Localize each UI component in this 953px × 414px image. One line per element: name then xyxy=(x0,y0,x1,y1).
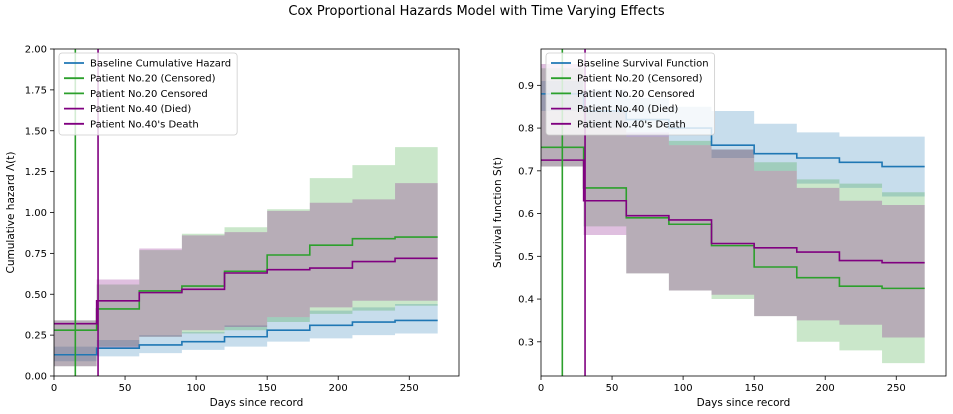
x-tick-label: 100 xyxy=(187,383,206,394)
legend-label-patient-no-20-censored: Patient No.20 Censored xyxy=(90,89,208,100)
x-tick-label: 0 xyxy=(51,383,57,394)
x-tick-label: 250 xyxy=(887,383,906,394)
x-axis-label: Days since record xyxy=(697,397,791,409)
y-tick-label: 0.4 xyxy=(518,295,534,306)
legend: Baseline Cumulative Hazard Patient No.20 … xyxy=(58,52,238,136)
y-axis-label: Survival function S(t) xyxy=(492,157,504,268)
figure-title: Cox Proportional Hazards Model with Time… xyxy=(288,4,665,19)
y-tick-label: 1.00 xyxy=(25,208,47,219)
y-tick-label: 1.75 xyxy=(25,85,47,96)
y-tick-label: 0.6 xyxy=(518,209,534,220)
y-tick-label: 0.5 xyxy=(518,252,534,263)
legend-box xyxy=(58,52,238,136)
ci-band-patient-no-20-censored xyxy=(541,68,925,368)
legend-label-patient-no-40-s-death: Patient No.40's Death xyxy=(577,119,686,130)
y-tick-label: 2.00 xyxy=(25,45,47,56)
legend-label-patient-no-20-censored: Patient No.20 Censored xyxy=(577,89,695,100)
legend-label-patient-no-40-died: Patient No.40 (Died) xyxy=(577,104,678,115)
axes-frame xyxy=(540,48,947,377)
x-tick-label: 50 xyxy=(606,383,619,394)
y-tick-label: 0.00 xyxy=(25,372,47,383)
ci-band-patient-no-20-censored xyxy=(54,140,438,367)
legend: Baseline Survival Function Patient No.20 … xyxy=(545,52,716,136)
series-line-baseline-cumulative-hazard xyxy=(54,319,438,356)
x-tick-label: 150 xyxy=(745,383,764,394)
series-line-patient-no-20-censored xyxy=(54,236,438,332)
series-line-patient-no-40-died xyxy=(541,159,925,264)
x-tick-label: 100 xyxy=(674,383,693,394)
y-tick-label: 0.25 xyxy=(25,331,47,342)
plot-area xyxy=(54,49,438,376)
y-tick-label: 0.9 xyxy=(518,81,534,92)
y-axis-label: Cumulative hazard Λ(t) xyxy=(5,152,17,274)
y-tick-label: 0.3 xyxy=(518,337,534,348)
legend-label-patient-no-20-censored: Patient No.20 (Censored) xyxy=(577,74,703,85)
y-tick-label: 0.50 xyxy=(25,290,47,301)
series-line-patient-no-20-censored xyxy=(541,146,925,290)
x-axis-label: Days since record xyxy=(210,397,304,409)
legend-label-patient-no-40-died: Patient No.40 (Died) xyxy=(90,104,191,115)
y-tick-label: 1.50 xyxy=(25,126,47,137)
y-tick-label: 0.8 xyxy=(518,124,534,135)
ci-band-baseline-cumulative-hazard xyxy=(54,304,438,362)
y-tick-label: 1.25 xyxy=(25,167,47,178)
x-tick-label: 50 xyxy=(119,383,132,394)
legend-label-patient-no-20-censored: Patient No.20 (Censored) xyxy=(90,74,216,85)
y-tick-label: 0.7 xyxy=(518,166,534,177)
legend-box xyxy=(545,52,716,136)
x-tick-label: 250 xyxy=(400,383,419,394)
cumulative-hazard-chart: 0 50 100 150 200 250 0.00 0.25 0.50 0.75 1.00 1.25 1… xyxy=(5,45,460,409)
legend-label-baseline-survival-function: Baseline Survival Function xyxy=(577,59,709,70)
legend-label-baseline-cumulative-hazard: Baseline Cumulative Hazard xyxy=(90,59,231,70)
x-tick-label: 200 xyxy=(816,383,835,394)
series-line-patient-no-40-died xyxy=(54,257,438,325)
y-tick-label: 0.75 xyxy=(25,249,47,260)
ci-band-patient-no-40-died xyxy=(54,183,438,367)
x-tick-label: 0 xyxy=(538,383,544,394)
x-tick-label: 150 xyxy=(258,383,277,394)
legend-label-patient-no-40-s-death: Patient No.40's Death xyxy=(90,119,199,130)
survival-function-chart: 0 50 100 150 200 250 0.3 0.4 0.5 0.6 0.7 0.8 0.9 Days… xyxy=(492,48,947,409)
x-tick-label: 200 xyxy=(329,383,348,394)
